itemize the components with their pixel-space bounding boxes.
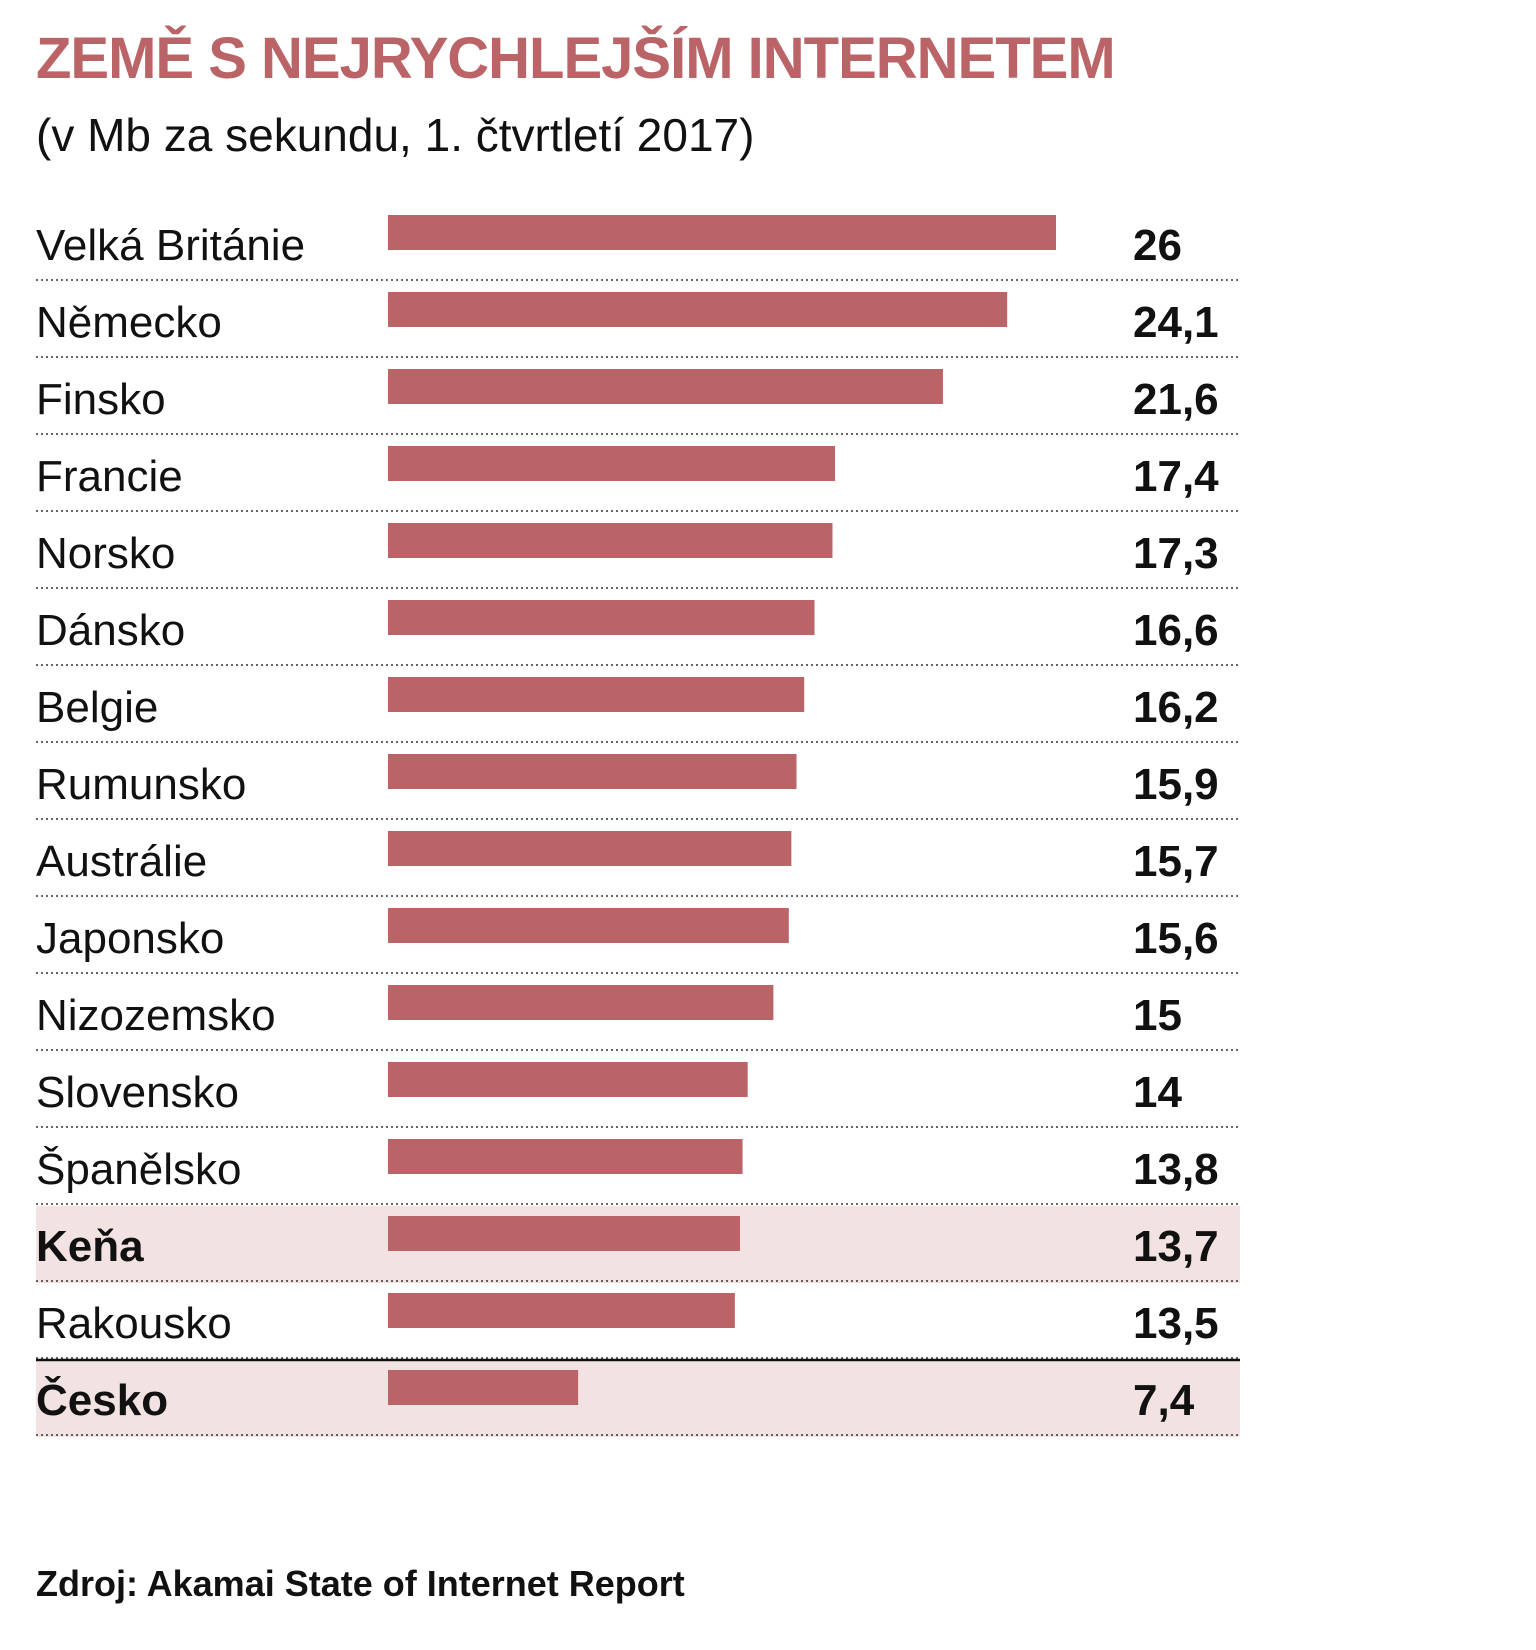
value-label: 24,1 [1133,298,1219,347]
value-label: 15,7 [1133,837,1219,886]
source-note: Zdroj: Akamai State of Internet Report [36,1563,685,1604]
bar [388,1062,748,1097]
category-label: Česko [36,1374,168,1425]
category-label: Slovensko [36,1068,239,1117]
value-label: 17,3 [1133,529,1219,578]
category-label: Rakousko [36,1299,232,1348]
bar [388,523,833,558]
value-label: 15 [1133,991,1182,1040]
category-label: Dánsko [36,606,185,655]
value-label: 7,4 [1133,1376,1195,1425]
category-label: Norsko [36,529,175,578]
value-label: 15,6 [1133,914,1219,963]
value-label: 21,6 [1133,375,1219,424]
bar [388,754,797,789]
category-label: Velká Británie [36,221,305,270]
category-label: Belgie [36,683,158,732]
category-label: Austrálie [36,837,207,886]
category-label: Rumunsko [36,760,246,809]
category-label: Nizozemsko [36,991,276,1040]
bars [388,215,1056,1405]
chart-subtitle: (v Mb za sekundu, 1. čtvrtletí 2017) [36,109,755,161]
bar [388,215,1056,250]
bar [388,1139,743,1174]
category-label: Finsko [36,375,166,424]
bar [388,369,943,404]
bar [388,831,792,866]
bar [388,1370,579,1405]
value-label: 16,6 [1133,606,1219,655]
category-label: Keňa [36,1222,144,1271]
category-labels: Velká Británie Německo Finsko Francie Norsko… [36,221,305,1425]
value-label: 16,2 [1133,683,1219,732]
bar [388,292,1008,327]
category-label: Francie [36,452,183,501]
value-label: 14 [1133,1068,1182,1117]
highlight-bands [36,1206,1240,1437]
value-label: 13,8 [1133,1145,1219,1194]
bar [388,446,836,481]
value-label: 17,4 [1133,452,1219,501]
row-dividers [36,279,1240,1436]
bar [388,985,774,1020]
value-label: 13,7 [1133,1222,1219,1271]
bar [388,1216,740,1251]
value-label: 26 [1133,221,1182,270]
category-label: Japonsko [36,914,224,963]
category-label: Španělsko [36,1144,241,1194]
value-label: 13,5 [1133,1299,1219,1348]
bar [388,908,789,943]
highlight-band [36,1360,1240,1437]
category-label: Německo [36,298,222,347]
bar [388,600,815,635]
value-label: 15,9 [1133,760,1219,809]
bar [388,1293,735,1328]
chart-title: ZEMĚ S NEJRYCHLEJŠÍM INTERNETEM [36,26,1116,91]
bar [388,677,805,712]
value-labels: 26 24,1 21,6 17,4 17,3 16,6 16,2 15,9 15,7 15,6 15… [1133,221,1219,1425]
